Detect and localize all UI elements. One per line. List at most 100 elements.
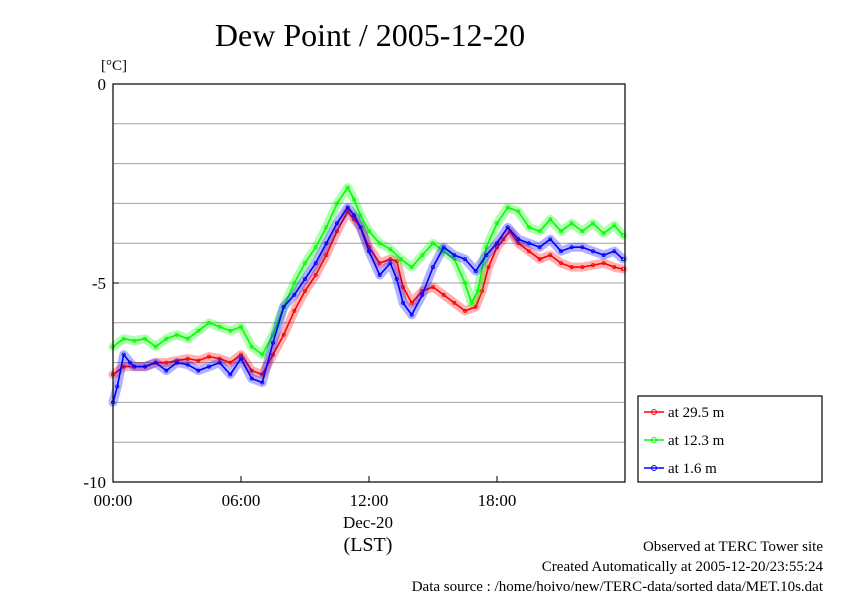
series-1-point-6 bbox=[174, 332, 179, 337]
x-tick-label-3: 18:00 bbox=[478, 491, 517, 510]
series-0-point-49 bbox=[591, 263, 596, 268]
series-0-point-21 bbox=[334, 229, 339, 234]
series-1-point-1 bbox=[121, 336, 126, 341]
footer-site-text: Observed at TERC Tower site bbox=[643, 539, 823, 555]
series-0-point-10 bbox=[217, 356, 222, 361]
series-0-point-30 bbox=[409, 300, 414, 305]
series-2-point-27 bbox=[366, 249, 371, 254]
series-1-point-49 bbox=[612, 223, 617, 228]
series-1-point-37 bbox=[484, 245, 489, 250]
legend-label-2: at 1.6 m bbox=[668, 461, 717, 477]
y-tick-label-1: -5 bbox=[92, 274, 106, 293]
series-2-point-35 bbox=[441, 245, 446, 250]
series-2-point-29 bbox=[388, 261, 393, 266]
series-2-point-30 bbox=[394, 276, 399, 281]
series-2-point-9 bbox=[185, 362, 190, 367]
series-2 bbox=[108, 202, 628, 407]
series-2-point-49 bbox=[591, 249, 596, 254]
series-0-point-45 bbox=[548, 253, 553, 258]
series-2-point-43 bbox=[527, 241, 532, 246]
series-2-point-22 bbox=[324, 241, 329, 246]
series-1-point-33 bbox=[452, 257, 457, 262]
series-1-point-9 bbox=[206, 320, 211, 325]
series-0-point-16 bbox=[281, 332, 286, 337]
series-0-point-33 bbox=[441, 292, 446, 297]
series-2-point-19 bbox=[292, 292, 297, 297]
series-2-point-2 bbox=[121, 352, 126, 357]
series-1-point-21 bbox=[334, 201, 339, 206]
series-1-point-43 bbox=[548, 217, 553, 222]
legend: at 29.5 m at 12.3 m at 1.6 m bbox=[637, 395, 823, 483]
series-2-point-40 bbox=[494, 241, 499, 246]
x-axis-label: (LST) bbox=[344, 534, 393, 556]
series-2-point-31 bbox=[401, 300, 406, 305]
x-tick-label-2: 12:00 bbox=[350, 491, 389, 510]
series-2-point-24 bbox=[345, 205, 350, 210]
legend-marker-1 bbox=[651, 437, 657, 443]
series-2-point-38 bbox=[473, 269, 478, 274]
series-2-point-50 bbox=[601, 253, 606, 258]
series-1-point-39 bbox=[505, 205, 510, 210]
series-0-point-18 bbox=[302, 288, 307, 293]
series-0-point-42 bbox=[516, 241, 521, 246]
series-1-point-25 bbox=[366, 229, 371, 234]
series-2-point-42 bbox=[516, 237, 521, 242]
series-0-point-13 bbox=[249, 368, 254, 373]
series-2-point-48 bbox=[580, 245, 585, 250]
series-0-point-27 bbox=[388, 257, 393, 262]
y-axis-unit-label: [°C] bbox=[101, 58, 127, 74]
series-0-point-39 bbox=[494, 245, 499, 250]
series-1-point-20 bbox=[324, 225, 329, 230]
series-0-point-36 bbox=[473, 304, 478, 309]
series-2-point-32 bbox=[409, 312, 414, 317]
series-1-point-41 bbox=[527, 225, 532, 230]
series-2-point-41 bbox=[505, 225, 510, 230]
series-1-point-44 bbox=[559, 229, 564, 234]
series-1-point-36 bbox=[475, 288, 480, 293]
series-0-point-43 bbox=[527, 249, 532, 254]
series-2-point-25 bbox=[352, 213, 357, 218]
series-1-point-31 bbox=[430, 241, 435, 246]
series-1-point-26 bbox=[377, 241, 382, 246]
series-2-point-11 bbox=[206, 364, 211, 369]
legend-box bbox=[637, 395, 823, 483]
series-1-point-17 bbox=[292, 280, 297, 285]
series-1 bbox=[108, 183, 628, 360]
series-2-point-47 bbox=[569, 245, 574, 250]
series-1-point-7 bbox=[185, 336, 190, 341]
series-0-point-5 bbox=[164, 360, 169, 365]
series-1-point-4 bbox=[153, 344, 158, 349]
series-1-point-18 bbox=[302, 261, 307, 266]
series-2-point-6 bbox=[153, 360, 158, 365]
series-2-point-14 bbox=[238, 356, 243, 361]
series-1-point-40 bbox=[516, 209, 521, 214]
series-2-point-44 bbox=[537, 245, 542, 250]
series-1-point-46 bbox=[580, 229, 585, 234]
series-0-point-12 bbox=[238, 352, 243, 357]
series-1-point-47 bbox=[591, 221, 596, 226]
footer-source-text: Data source : /home/hoivo/new/TERC-data/… bbox=[412, 579, 824, 595]
series-0-point-51 bbox=[612, 265, 617, 270]
series-0-point-15 bbox=[270, 352, 275, 357]
series-1-point-28 bbox=[398, 257, 403, 262]
series-1-line bbox=[112, 186, 624, 356]
series-1-point-12 bbox=[238, 324, 243, 329]
series-0-point-11 bbox=[228, 360, 233, 365]
series-0-point-9 bbox=[206, 354, 211, 359]
series-1-point-38 bbox=[494, 221, 499, 226]
y-tick-label-0: 0 bbox=[98, 75, 107, 94]
series-2-point-13 bbox=[228, 372, 233, 377]
series-1-point-11 bbox=[228, 328, 233, 333]
series-1-point-19 bbox=[313, 245, 318, 250]
footer-created-text: Created Automatically at 2005-12-20/23:5… bbox=[542, 559, 824, 575]
series-1-point-3 bbox=[142, 336, 147, 341]
series-2-point-17 bbox=[270, 340, 275, 345]
series-1-point-48 bbox=[601, 231, 606, 236]
series-0-point-22 bbox=[345, 209, 350, 214]
series-2-point-18 bbox=[281, 304, 286, 309]
series-1-point-45 bbox=[569, 221, 574, 226]
series-1-point-2 bbox=[132, 338, 137, 343]
series-0-point-26 bbox=[377, 261, 382, 266]
series-2-point-1 bbox=[115, 384, 120, 389]
